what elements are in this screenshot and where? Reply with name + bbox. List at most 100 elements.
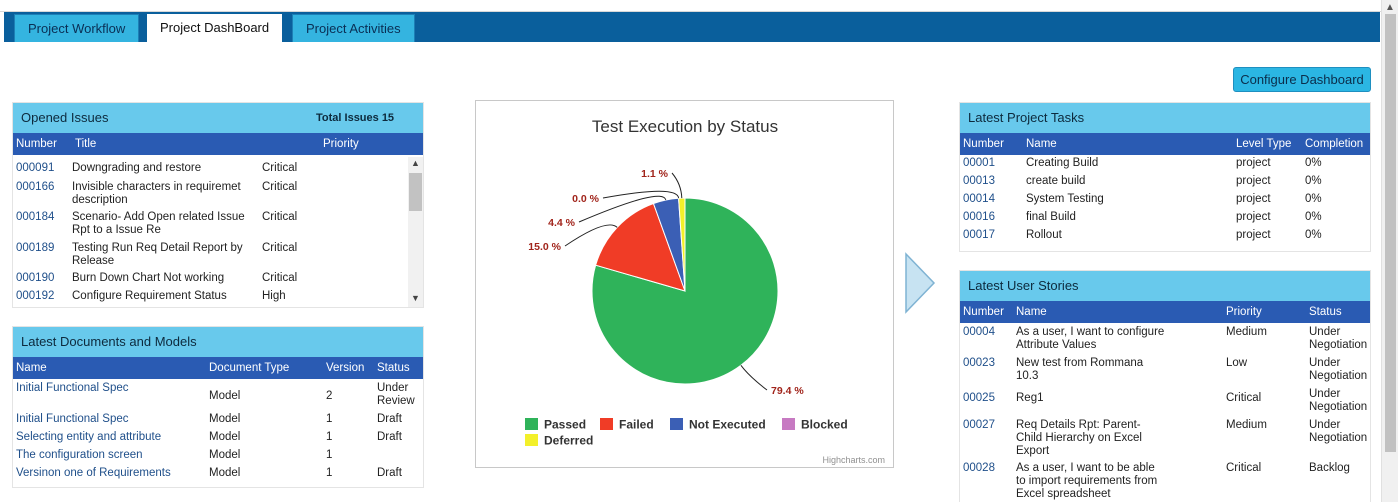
panel-title: Opened Issues xyxy=(21,110,109,125)
story-number[interactable]: 00028 xyxy=(963,462,995,474)
scroll-up-icon[interactable]: ▲ xyxy=(1385,2,1395,13)
legend-item[interactable]: Blocked xyxy=(801,418,848,432)
stories-column-header: Number Name Priority Status xyxy=(960,301,1370,323)
pie-slice-failed[interactable] xyxy=(595,202,686,292)
story-number[interactable]: 00025 xyxy=(963,392,995,404)
table-row[interactable]: 000166 Invisible characters in requireme… xyxy=(13,181,423,211)
issues-column-header: Number Title Priority xyxy=(13,133,423,155)
tab-project-workflow[interactable]: Project Workflow xyxy=(14,14,140,42)
tab-project-activities[interactable]: Project Activities xyxy=(292,14,415,42)
task-number[interactable]: 00017 xyxy=(963,229,995,241)
chevron-up-icon[interactable]: ▲ xyxy=(411,158,420,168)
chart-credit[interactable]: Highcharts.com xyxy=(822,455,885,465)
legend-swatch[interactable] xyxy=(525,418,538,430)
legend-swatch[interactable] xyxy=(782,418,795,430)
tasks-header: Latest Project Tasks xyxy=(960,103,1370,133)
table-row[interactable]: 00004 As a user, I want to configure Att… xyxy=(960,326,1370,357)
tasks-column-header: Number Name Level Type Completion xyxy=(960,133,1370,155)
task-number[interactable]: 00016 xyxy=(963,211,995,223)
issue-number[interactable]: 000192 xyxy=(16,290,55,302)
issues-scrollbar[interactable]: ▲ ▼ xyxy=(408,157,423,307)
col-level-type[interactable]: Level Type xyxy=(1236,138,1292,150)
task-number[interactable]: 00013 xyxy=(963,175,995,187)
table-row[interactable]: 00013 create build project 0% xyxy=(960,175,1370,193)
col-number[interactable]: Number xyxy=(963,306,1004,318)
issue-number[interactable]: 000166 xyxy=(16,181,55,193)
col-number[interactable]: Number xyxy=(963,138,1004,150)
table-row[interactable]: 00028 As a user, I want to be able to im… xyxy=(960,462,1370,502)
issue-number[interactable]: 000184 xyxy=(16,211,55,223)
table-row[interactable]: Selecting entity and attribute Model 1 D… xyxy=(13,431,423,449)
table-row[interactable]: 00016 final Build project 0% xyxy=(960,211,1370,229)
stories-panel: Latest User Stories Number Name Priority… xyxy=(959,270,1371,502)
table-row[interactable]: Initial Functional Spec Model 1 Draft xyxy=(13,413,423,431)
col-priority[interactable]: Priority xyxy=(1226,306,1262,318)
tasks-panel: Latest Project Tasks Number Name Level T… xyxy=(959,102,1371,252)
table-row[interactable]: 000184 Scenario- Add Open related Issue … xyxy=(13,211,423,242)
col-priority[interactable]: Priority xyxy=(323,138,359,150)
story-status: Under Negotiation xyxy=(1309,357,1368,382)
legend-swatch[interactable] xyxy=(525,434,538,446)
col-name[interactable]: Name xyxy=(16,362,47,374)
document-name[interactable]: Initial Functional Spec xyxy=(16,413,129,425)
col-status[interactable]: Status xyxy=(377,362,410,374)
legend-swatch[interactable] xyxy=(600,418,613,430)
table-row[interactable]: 00001 Creating Build project 0% xyxy=(960,157,1370,175)
table-row[interactable]: 00017 Rollout project 0% xyxy=(960,229,1370,247)
col-number[interactable]: Number xyxy=(16,138,57,150)
issue-priority: High xyxy=(262,290,286,302)
story-number[interactable]: 00027 xyxy=(963,419,995,431)
document-name[interactable]: The configuration screen xyxy=(16,449,143,461)
task-number[interactable]: 00014 xyxy=(963,193,995,205)
table-row[interactable]: 000190 Burn Down Chart Not working Criti… xyxy=(13,272,423,290)
document-status: Draft xyxy=(377,467,402,479)
col-version[interactable]: Version xyxy=(326,362,365,374)
legend-swatch[interactable] xyxy=(670,418,683,430)
next-arrow-icon[interactable] xyxy=(903,252,937,314)
col-completion[interactable]: Completion xyxy=(1305,138,1364,150)
table-row[interactable]: The configuration screen Model 1 xyxy=(13,449,423,467)
document-name[interactable]: Versinon one of Requirements xyxy=(16,467,171,479)
table-row[interactable]: Initial Functional Spec Model 2 Under Re… xyxy=(13,382,423,413)
document-status: Draft xyxy=(377,431,402,443)
col-status[interactable]: Status xyxy=(1309,306,1342,318)
table-row[interactable]: 00014 System Testing project 0% xyxy=(960,193,1370,211)
col-name[interactable]: Name xyxy=(1016,306,1047,318)
task-name: Creating Build xyxy=(1026,157,1099,169)
legend-item[interactable]: Failed xyxy=(619,418,654,432)
issue-number[interactable]: 000190 xyxy=(16,272,55,284)
legend-item[interactable]: Passed xyxy=(544,418,586,432)
issue-number[interactable]: 000189 xyxy=(16,242,55,254)
table-row[interactable]: 00025 Reg1 Critical Under Negotiation xyxy=(960,388,1370,419)
configure-dashboard-button[interactable]: Configure Dashboard xyxy=(1233,67,1371,92)
opened-issues-header: Opened Issues Total Issues 15 xyxy=(13,103,423,133)
issue-number[interactable]: 000091 xyxy=(16,162,55,174)
col-document-type[interactable]: Document Type xyxy=(209,362,290,374)
scrollbar-thumb[interactable] xyxy=(1385,14,1396,452)
table-row[interactable]: 000192 Configure Requirement Status High xyxy=(13,290,423,305)
story-name: As a user, I want to be able to import r… xyxy=(1016,462,1158,500)
document-name[interactable]: Selecting entity and attribute xyxy=(16,431,162,443)
tab-project-dashboard[interactable]: Project DashBoard xyxy=(147,14,283,42)
col-title[interactable]: Title xyxy=(75,138,97,150)
scrollbar-thumb[interactable] xyxy=(409,173,422,211)
document-name[interactable]: Initial Functional Spec xyxy=(16,382,129,394)
issue-title: Burn Down Chart Not working xyxy=(72,272,225,284)
page-scrollbar[interactable]: ▲ xyxy=(1381,0,1398,502)
legend-item[interactable]: Not Executed xyxy=(689,418,766,432)
legend-item[interactable]: Deferred xyxy=(544,434,593,448)
table-row[interactable]: Versinon one of Requirements Model 1 Dra… xyxy=(13,467,423,485)
story-number[interactable]: 00023 xyxy=(963,357,995,369)
table-row[interactable]: 00027 Req Details Rpt: Parent-Child Hier… xyxy=(960,419,1370,462)
task-number[interactable]: 00001 xyxy=(963,157,995,169)
col-name[interactable]: Name xyxy=(1026,138,1057,150)
task-name: Rollout xyxy=(1026,229,1062,241)
chevron-down-icon[interactable]: ▼ xyxy=(411,293,420,303)
story-number[interactable]: 00004 xyxy=(963,326,995,338)
top-strip xyxy=(0,0,1398,12)
table-row[interactable]: 000189 Testing Run Req Detail Report by … xyxy=(13,242,423,272)
document-version: 1 xyxy=(326,431,333,443)
table-row[interactable]: 000091 Downgrading and restore Critical xyxy=(13,162,423,181)
document-version: 1 xyxy=(326,413,333,425)
table-row[interactable]: 00023 New test from Rommana 10.3 Low Und… xyxy=(960,357,1370,388)
